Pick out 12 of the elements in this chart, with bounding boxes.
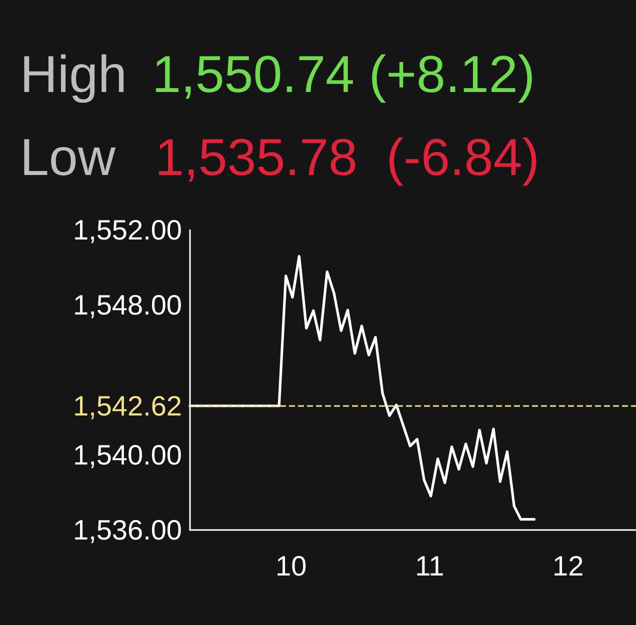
text: Low: [20, 128, 116, 188]
y-tick-label: 1,552.00: [73, 214, 182, 246]
y-tick-label: 1,540.00: [73, 440, 182, 470]
ref-line-label: 1,542.62: [73, 390, 182, 422]
y-tick-label: 1,548.00: [73, 290, 182, 320]
text: High: [20, 45, 127, 105]
x-tick-label: 11: [415, 550, 444, 582]
x-tick-label: 10: [276, 550, 307, 582]
text: 1,535.78 (-6.84): [155, 128, 540, 188]
x-tick-label: 12: [552, 550, 584, 582]
text: 1,550.74 (+8.12): [152, 45, 536, 105]
y-tick-label: 1,536.00: [73, 514, 182, 546]
